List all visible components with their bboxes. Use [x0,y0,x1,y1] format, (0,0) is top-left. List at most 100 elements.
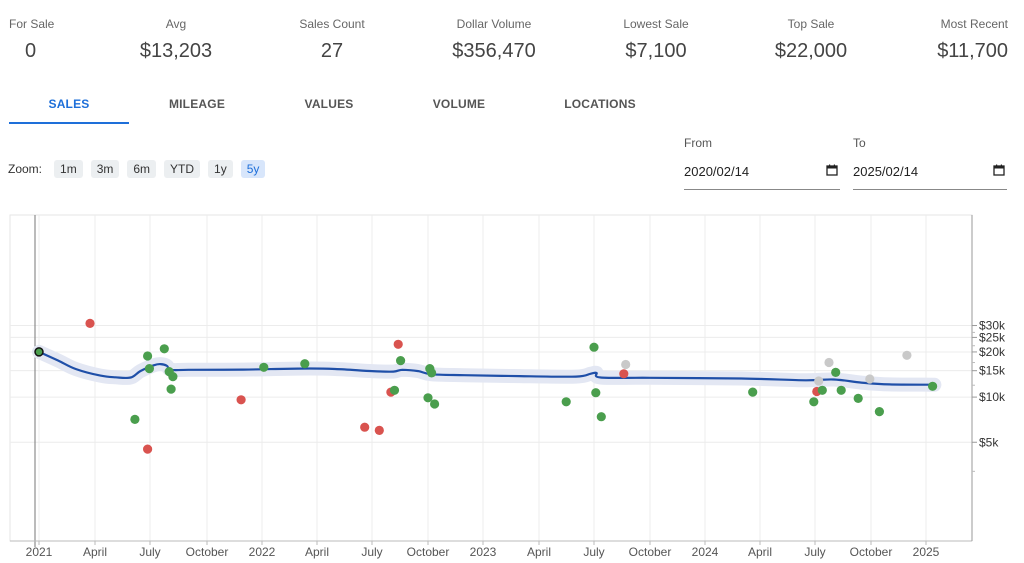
sale-point[interactable] [300,359,310,369]
stats-bar: For Sale 0 Avg $13,203 Sales Count 27 Do… [0,0,1024,80]
sale-point[interactable] [814,376,824,386]
zoom-1m-button[interactable]: 1m [54,160,83,178]
sale-point[interactable] [396,356,406,366]
sale-point[interactable] [166,384,176,394]
sale-point-highlighted[interactable] [34,347,44,357]
sales-chart[interactable]: 2021 April July October 2022 April July October… [0,212,1024,563]
sale-point[interactable] [589,342,599,352]
calendar-icon[interactable] [993,164,1005,176]
stat-value: 27 [320,40,344,62]
tab-volume[interactable]: VOLUME [432,97,486,111]
sale-point[interactable] [619,369,629,379]
stat-label: Avg [165,17,187,31]
tab-sales[interactable]: SALES [9,88,129,124]
tab-values[interactable]: VALUES [304,97,354,111]
sale-point[interactable] [853,393,863,403]
y-tick-label: $20k [979,345,1006,359]
stat-value: $22,000 [774,40,848,62]
sale-point[interactable] [144,364,154,374]
y-tick-label: $25k [979,330,1006,344]
zoom-5y-button[interactable]: 5y [240,160,266,178]
x-tick-label: October [629,545,672,559]
sale-point[interactable] [591,388,601,398]
stat-lowest-sale: Lowest Sale $7,100 [623,17,688,63]
from-date-input[interactable]: 2020/02/14 [684,164,840,190]
to-label: To [853,136,866,150]
to-date-field: To 2025/02/14 [853,136,1007,190]
zoom-ytd-button[interactable]: YTD [164,160,201,178]
zoom-controls: Zoom: 1m 3m 6m YTD 1y 5y [8,160,273,178]
x-tick-label: 2024 [692,545,719,559]
sale-point[interactable] [143,444,153,454]
trend-path [37,350,936,386]
sale-point[interactable] [85,318,95,328]
stat-label: Top Sale [787,17,835,31]
y-tick-label: $5k [979,435,999,449]
to-date-input[interactable]: 2025/02/14 [853,164,1007,190]
sale-point[interactable] [360,422,370,432]
zoom-3m-button[interactable]: 3m [90,160,120,178]
sale-point[interactable] [831,367,841,377]
x-tick-label: 2023 [470,545,497,559]
sale-point[interactable] [596,412,606,422]
sale-point[interactable] [168,372,178,382]
x-tick-label: 2025 [913,545,940,559]
trend-line [37,350,936,386]
sale-point[interactable] [865,374,875,384]
stat-sales-count: Sales Count 27 [299,17,364,63]
sale-point[interactable] [130,414,140,424]
sale-point[interactable] [389,385,400,395]
stat-value: $11,700 [937,40,1008,62]
x-tick-label: April [83,545,107,559]
stat-label: For Sale [9,17,55,31]
sale-point[interactable] [430,399,440,409]
sale-point[interactable] [143,351,153,361]
tab-locations[interactable]: LOCATIONS [564,97,636,111]
sale-point[interactable] [423,393,433,403]
stat-value: 0 [25,40,37,62]
x-tick-label: July [583,545,604,559]
sale-point[interactable] [809,397,819,407]
x-tick-label: 2021 [26,545,53,559]
sale-point[interactable] [374,425,384,435]
stat-value: $356,470 [452,40,536,62]
y-tick-label: $10k [979,390,1006,404]
x-axis: 2021 April July October 2022 April July October… [10,540,972,559]
sale-point[interactable] [817,385,827,395]
stat-label: Most Recent [940,17,1008,31]
stat-top-sale: Top Sale $22,000 [775,17,847,63]
x-tick-label: April [748,545,772,559]
stat-dollar-volume: Dollar Volume $356,470 [452,17,535,63]
sale-point[interactable] [836,385,846,395]
x-tick-label: October [407,545,450,559]
zoom-6m-button[interactable]: 6m [127,160,157,178]
x-tick-label: October [850,545,893,559]
x-tick-label: July [804,545,825,559]
stat-label: Sales Count [299,17,365,31]
sale-point[interactable] [928,381,938,391]
x-tick-label: July [361,545,382,559]
sale-point[interactable] [159,344,169,354]
y-axis: $5k $10k $15k $20k$25k$30k [971,215,1006,541]
zoom-1y-button[interactable]: 1y [208,160,233,178]
sale-point[interactable] [393,339,403,349]
sale-point[interactable] [259,362,269,372]
sale-point[interactable] [748,387,758,397]
tab-mileage[interactable]: MILEAGE [168,97,226,111]
sale-point[interactable] [902,350,912,360]
stat-value: $7,100 [625,40,687,62]
sale-point[interactable] [561,397,571,407]
stat-avg: Avg $13,203 [140,17,212,63]
x-tick-label: April [527,545,551,559]
calendar-icon[interactable] [826,164,838,176]
sale-point[interactable] [236,395,246,405]
stat-label: Lowest Sale [623,17,689,31]
sale-point[interactable] [621,359,631,370]
sale-points [34,318,938,454]
x-tick-label: July [139,545,160,559]
sale-point[interactable] [427,368,437,378]
sale-point[interactable] [824,357,834,368]
sale-point[interactable] [874,407,885,417]
zoom-label: Zoom: [8,162,43,176]
stat-for-sale: For Sale 0 [9,17,54,63]
